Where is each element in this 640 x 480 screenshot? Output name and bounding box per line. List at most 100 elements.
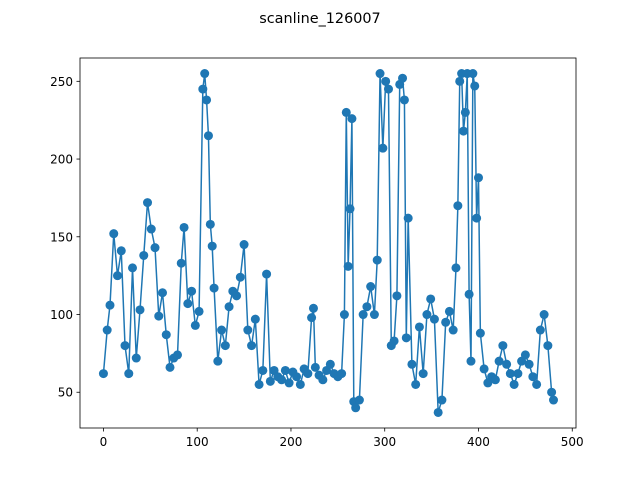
- data-point: [203, 131, 213, 141]
- data-point: [209, 283, 219, 293]
- data-point: [198, 84, 208, 94]
- data-point: [441, 317, 451, 327]
- data-point: [418, 369, 428, 379]
- data-point: [369, 310, 379, 320]
- data-point: [381, 76, 391, 86]
- data-point: [535, 325, 545, 335]
- data-point: [345, 204, 355, 214]
- data-point: [109, 229, 119, 239]
- data-point: [139, 250, 149, 260]
- data-point: [505, 369, 515, 379]
- data-point: [494, 356, 504, 366]
- data-point: [258, 365, 268, 375]
- data-point: [265, 376, 275, 386]
- data-point: [280, 365, 290, 375]
- y-tick-label: 250: [50, 75, 73, 89]
- data-point: [479, 364, 489, 374]
- data-point: [468, 69, 478, 79]
- data-point: [448, 325, 458, 335]
- data-point: [549, 395, 558, 405]
- data-point: [128, 263, 138, 273]
- data-point: [295, 379, 305, 389]
- data-point: [105, 300, 115, 310]
- chart-title: scanline_126007: [259, 11, 380, 27]
- data-point: [303, 369, 313, 379]
- data-point: [235, 272, 245, 282]
- data-point: [401, 333, 411, 343]
- data-point: [389, 336, 399, 346]
- data-point: [453, 201, 463, 211]
- data-point: [202, 95, 212, 105]
- data-point: [520, 350, 530, 360]
- data-point: [247, 341, 257, 351]
- data-point: [524, 359, 534, 369]
- data-point: [378, 143, 388, 153]
- data-point: [437, 395, 447, 405]
- data-point: [179, 222, 189, 232]
- data-point: [532, 379, 542, 389]
- data-point: [176, 258, 186, 268]
- y-tick-label: 150: [50, 230, 73, 244]
- data-point: [411, 379, 421, 389]
- data-point: [451, 263, 461, 273]
- data-point: [277, 375, 287, 385]
- data-point: [383, 84, 393, 94]
- data-point: [113, 271, 122, 281]
- data-point: [205, 219, 215, 229]
- data-point: [146, 224, 156, 234]
- data-point: [464, 289, 474, 299]
- data-point: [194, 306, 204, 316]
- data-point: [213, 356, 223, 366]
- data-point: [250, 314, 260, 324]
- data-point: [217, 325, 227, 335]
- axes-frame: [79, 57, 577, 429]
- data-point: [509, 379, 519, 389]
- data-point: [351, 403, 361, 413]
- data-point: [455, 76, 465, 86]
- data-point: [347, 114, 357, 124]
- data-point: [339, 310, 349, 320]
- data-point: [158, 288, 168, 298]
- data-point: [131, 353, 141, 363]
- y-tick-label: 50: [58, 386, 73, 400]
- y-axis: 50 100 150 200 250: [50, 75, 80, 400]
- data-point: [220, 341, 230, 351]
- data-point: [528, 372, 538, 382]
- data-point: [362, 302, 372, 312]
- data-point: [429, 314, 439, 324]
- data-point: [414, 322, 424, 332]
- data-point: [354, 395, 364, 405]
- data-point: [120, 341, 130, 351]
- data-point: [173, 350, 183, 360]
- data-point: [547, 387, 557, 397]
- data-point: [207, 241, 217, 251]
- plot-area: [98, 69, 558, 417]
- data-point: [372, 255, 382, 265]
- data-point: [472, 213, 482, 223]
- data-point: [200, 69, 210, 79]
- data-point: [143, 198, 153, 208]
- data-point: [399, 95, 409, 105]
- data-point: [543, 341, 553, 351]
- data-point: [466, 356, 476, 366]
- x-tick-label: 100: [186, 435, 209, 449]
- data-point: [539, 310, 549, 320]
- data-point: [307, 313, 317, 323]
- x-tick-label: 500: [561, 435, 584, 449]
- data-point: [154, 311, 164, 321]
- data-point: [124, 369, 134, 379]
- data-point: [150, 243, 160, 253]
- data-point: [239, 240, 249, 250]
- data-point: [358, 310, 368, 320]
- data-point: [262, 269, 272, 279]
- data-point: [403, 213, 413, 223]
- data-point: [308, 303, 318, 313]
- data-point: [310, 362, 320, 372]
- data-point: [98, 369, 108, 379]
- x-tick-label: 300: [373, 435, 396, 449]
- data-point: [183, 299, 193, 309]
- data-point: [398, 73, 408, 83]
- data-point: [318, 375, 328, 385]
- x-tick-label: 0: [100, 435, 108, 449]
- data-point: [135, 305, 145, 315]
